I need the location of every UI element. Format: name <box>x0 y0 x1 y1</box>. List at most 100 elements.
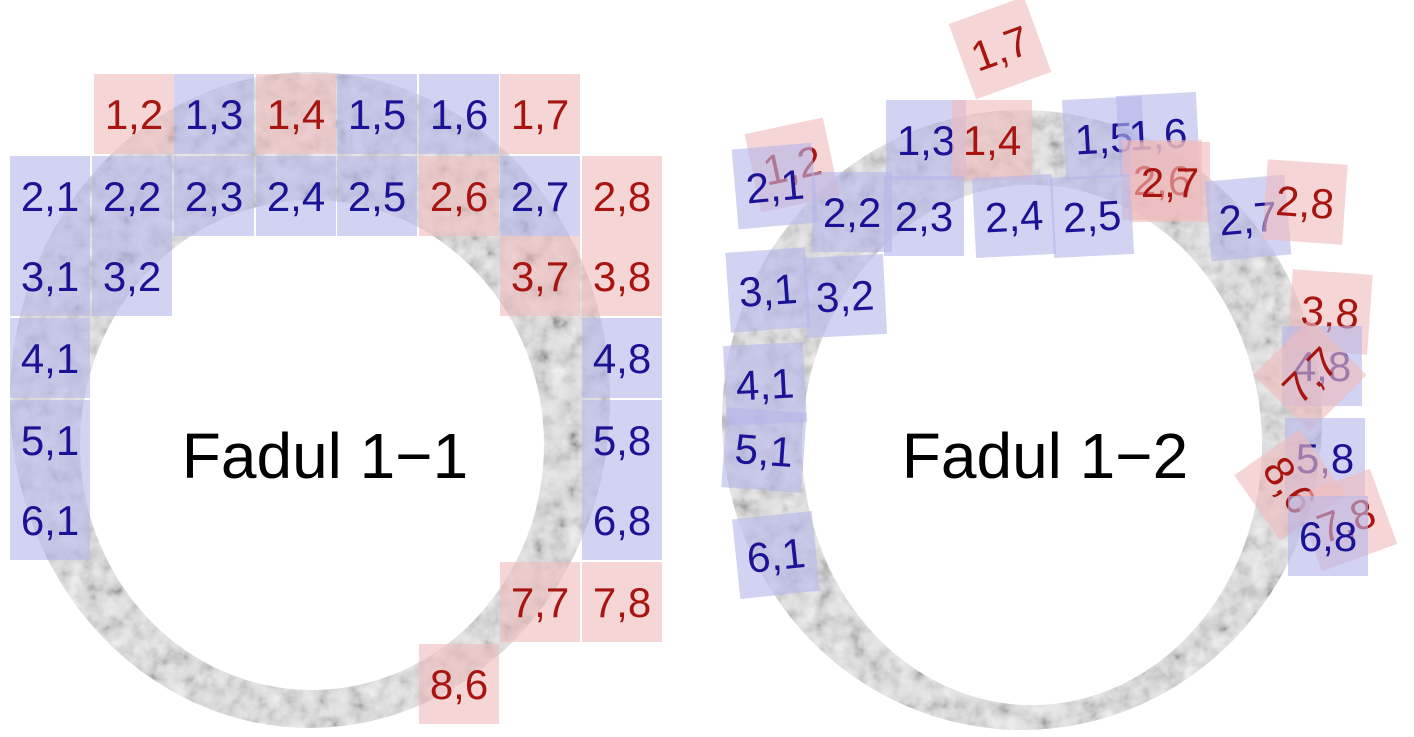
tile-2-6-red: 2,6 <box>419 156 499 236</box>
tile-6-8-blue: 6,8 <box>582 480 662 560</box>
tile-label: 4,8 <box>593 335 651 382</box>
tile-1-5-blue: 1,5 <box>337 74 417 154</box>
tile-label: 7,7 <box>511 579 569 626</box>
tile-label: 2,7 <box>1141 159 1199 206</box>
tile-square <box>500 156 580 236</box>
panel-fadul-1-2: 1,71,21,31,41,51,62,62,72,12,22,32,42,52… <box>721 0 1398 730</box>
tile-2-7-blue: 2,7 <box>500 156 580 236</box>
tile-label: 5,1 <box>21 417 79 464</box>
tile-square <box>500 562 580 642</box>
tile-2-5-blue: 2,5 <box>337 156 417 236</box>
tile-square <box>419 156 499 236</box>
tile-2-4-blue: 2,4 <box>971 173 1057 259</box>
tile-label: 1,3 <box>897 117 955 164</box>
panel-title: Fadul 1−2 <box>902 420 1188 492</box>
tile-label: 2,4 <box>984 192 1045 242</box>
tile-square <box>582 480 662 560</box>
tile-label: 5,1 <box>733 425 795 476</box>
tile-8-6-red: 8,6 <box>419 644 499 724</box>
tile-6-1-blue: 6,1 <box>10 480 90 560</box>
tile-3-2-blue: 3,2 <box>92 236 172 316</box>
tile-square <box>582 156 662 236</box>
tile-label: 2,7 <box>511 173 569 220</box>
tile-square <box>174 74 254 154</box>
tile-label: 6,8 <box>593 497 651 544</box>
tile-label: 2,6 <box>430 173 488 220</box>
tile-label: 2,8 <box>593 173 651 220</box>
tile-square <box>337 74 417 154</box>
tile-square <box>582 236 662 316</box>
tile-label: 2,4 <box>267 173 325 220</box>
tile-label: 4,1 <box>735 360 796 410</box>
tile-1-3-blue: 1,3 <box>174 74 254 154</box>
tile-square <box>500 236 580 316</box>
tile-square <box>582 318 662 398</box>
panel-fadul-1-1: 1,2 1,3 1,4 1,5 1,6 1,7 2,1 2,2 2,3 2,4 2,5 2,6 2,7 2… <box>10 72 662 728</box>
tile-square <box>10 236 90 316</box>
tile-1-2-red: 1,2 <box>94 74 174 154</box>
tile-square <box>92 156 172 236</box>
tile-square <box>92 236 172 316</box>
tile-5-1-blue: 5,1 <box>721 407 807 493</box>
tile-square <box>725 247 811 333</box>
tile-7-7-red: 7,7 <box>500 562 580 642</box>
tile-square <box>337 156 417 236</box>
tile-2-2-blue: 2,2 <box>812 172 892 252</box>
tile-2-3-blue: 2,3 <box>174 156 254 236</box>
tile-square <box>10 480 90 560</box>
tile-label: 3,1 <box>737 265 799 316</box>
tile-square <box>419 74 499 154</box>
tile-3-1-blue: 3,1 <box>10 236 90 316</box>
tile-label: 3,2 <box>815 272 876 322</box>
tile-4-1-blue: 4,1 <box>10 318 90 398</box>
tile-1-7-red: 1,7 <box>948 0 1052 100</box>
tile-square <box>732 511 820 599</box>
tile-label: 3,7 <box>511 253 569 300</box>
panel-title: Fadul 1−1 <box>182 420 468 492</box>
tile-label: 2,2 <box>103 173 161 220</box>
tile-1-7-red: 1,7 <box>500 74 580 154</box>
tile-label: 1,2 <box>105 91 163 138</box>
tile-label: 6,1 <box>745 529 808 582</box>
tile-label: 1,3 <box>185 91 243 138</box>
tile-label: 4,1 <box>21 335 79 382</box>
tile-label: 3,2 <box>103 253 161 300</box>
tile-square <box>256 74 336 154</box>
tile-square <box>582 400 662 480</box>
tile-label: 5,8 <box>593 417 651 464</box>
tile-3-1-blue: 3,1 <box>725 247 811 333</box>
tile-square <box>952 100 1032 180</box>
tile-label: 2,5 <box>1062 192 1123 242</box>
tile-2-1-blue: 2,1 <box>731 142 819 230</box>
tile-square <box>722 341 808 427</box>
tile-4-1-blue: 4,1 <box>722 341 808 427</box>
tile-square <box>256 156 336 236</box>
tile-3-8-red: 3,8 <box>582 236 662 316</box>
tile-3-2-blue: 3,2 <box>802 253 888 339</box>
tile-square <box>812 172 892 252</box>
tile-7-8-red: 7,8 <box>582 562 662 642</box>
tile-label: 2,3 <box>895 193 953 240</box>
tile-3-7-red: 3,7 <box>500 236 580 316</box>
tile-label: 2,8 <box>1274 177 1336 228</box>
tile-1-4-red: 1,4 <box>952 100 1032 180</box>
tile-label: 2,2 <box>823 189 881 236</box>
tile-square <box>1288 496 1368 576</box>
tile-square <box>10 318 90 398</box>
tile-square <box>582 562 662 642</box>
tile-square <box>1262 159 1348 245</box>
tile-label: 8,6 <box>430 661 488 708</box>
tile-square <box>731 142 819 230</box>
tile-label: 1,7 <box>511 91 569 138</box>
tile-2-8-red: 2,8 <box>1262 159 1348 245</box>
tile-square <box>971 173 1057 259</box>
tile-square <box>1130 142 1210 222</box>
tile-square <box>10 156 90 236</box>
tile-label: 1,6 <box>430 91 488 138</box>
tile-square <box>802 253 888 339</box>
tile-2-3-blue: 2,3 <box>884 176 964 256</box>
tile-2-7-red: 2,7 <box>1130 142 1210 222</box>
tile-square <box>174 156 254 236</box>
tile-square <box>948 0 1052 100</box>
